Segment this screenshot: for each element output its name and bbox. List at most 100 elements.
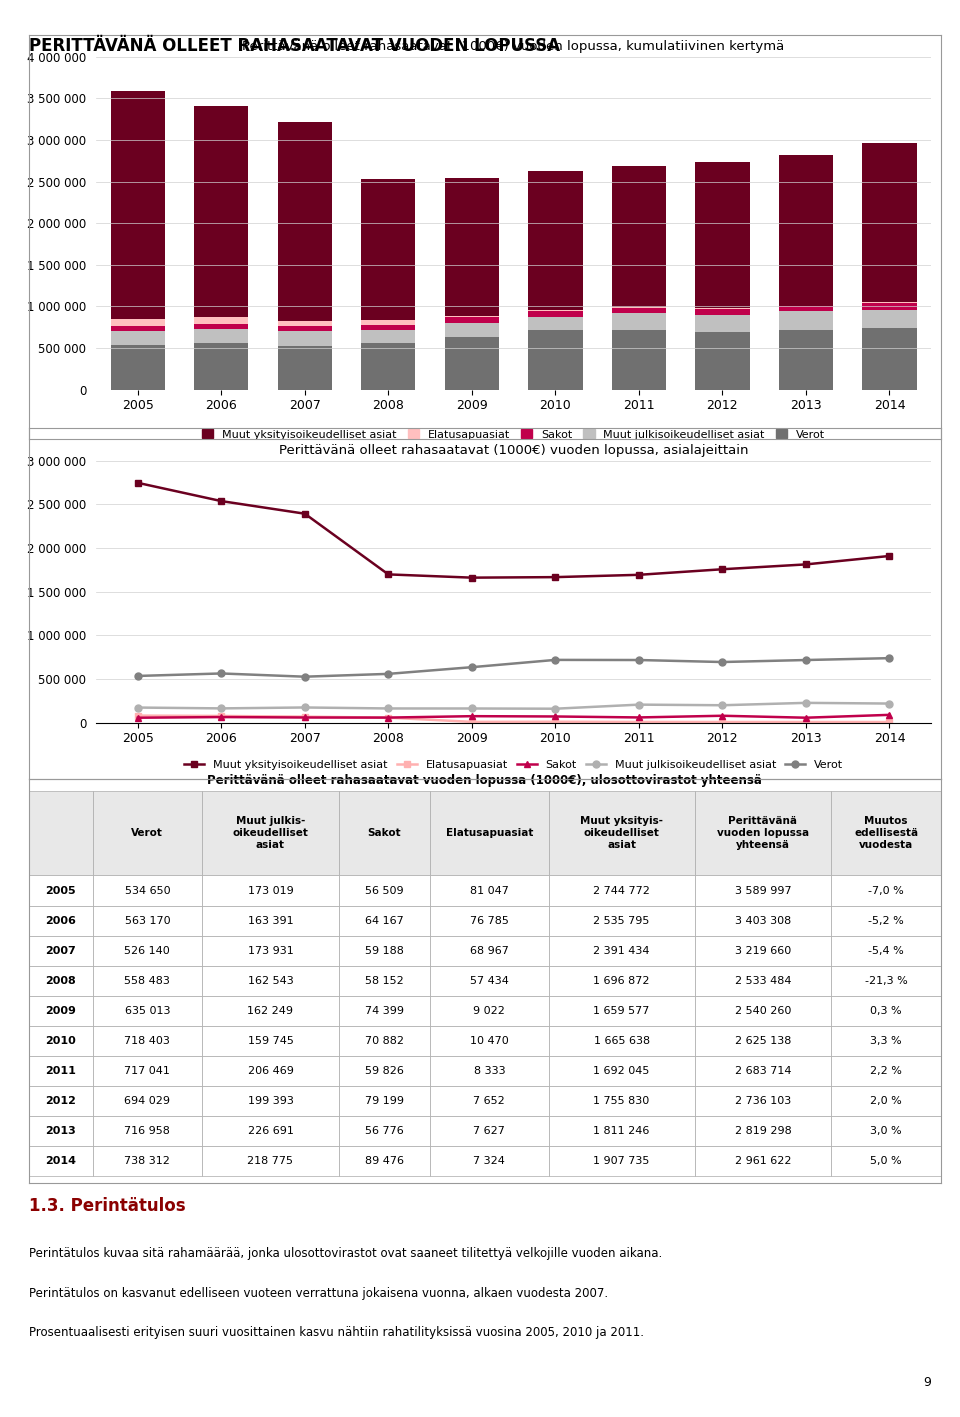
Bar	[612, 307, 666, 313]
Muut julkisoikeudelliset asiat	[883, 696, 895, 713]
Line: Sakot: Sakot	[134, 711, 893, 721]
Bar	[862, 329, 917, 390]
Text: PERITTÄVÄNÄ OLLEET RAHASAATAVAT VUODEN LOPUSSA: PERITTÄVÄNÄ OLLEET RAHASAATAVAT VUODEN L…	[29, 37, 560, 55]
Elatusapuasiat	[299, 708, 310, 726]
Verot	[299, 669, 310, 686]
Elatusapuasiat	[382, 708, 394, 726]
Text: Perintätulos on kasvanut edelliseen vuoteen verrattuna jokaisena vuonna, alkaen : Perintätulos on kasvanut edelliseen vuot…	[29, 1287, 608, 1299]
Sakot	[132, 710, 144, 727]
Bar	[528, 330, 583, 390]
Title: Perittävänä olleet rahasaatavat (1000€) vuoden lopussa, kumulatiivinen kertymä: Perittävänä olleet rahasaatavat (1000€) …	[243, 40, 784, 52]
Bar	[695, 162, 750, 307]
Text: Perintätulos kuvaa sitä rahamäärää, jonka ulosottovirastot ovat saaneet tilitett: Perintätulos kuvaa sitä rahamäärää, jonk…	[29, 1247, 662, 1260]
Text: Prosentuaalisesti erityisen suuri vuosittainen kasvu nähtiin rahatilityksissä vu: Prosentuaalisesti erityisen suuri vuosit…	[29, 1326, 644, 1339]
Line: Verot: Verot	[134, 655, 893, 680]
Bar	[695, 316, 750, 332]
Muut julkisoikeudelliset asiat	[634, 696, 645, 713]
Muut julkisoikeudelliset asiat	[467, 700, 478, 717]
Line: Muut julkisoikeudelliset asiat: Muut julkisoikeudelliset asiat	[134, 700, 893, 713]
Bar	[695, 309, 750, 316]
Text: 9: 9	[924, 1376, 931, 1389]
Bar	[194, 329, 249, 343]
Bar	[444, 317, 499, 323]
Sakot	[299, 708, 310, 726]
Verot	[382, 666, 394, 683]
Muut julkisoikeudelliset asiat	[716, 697, 728, 714]
Elatusapuasiat	[549, 713, 561, 730]
Bar	[779, 154, 833, 306]
Muut yksityisoikeudelliset asiat	[634, 567, 645, 584]
Muut yksityisoikeudelliset asiat	[215, 493, 227, 510]
Verot	[634, 652, 645, 669]
Line: Muut yksityisoikeudelliset asiat: Muut yksityisoikeudelliset asiat	[134, 479, 893, 581]
Bar	[779, 312, 833, 330]
Sakot	[382, 708, 394, 726]
Muut julkisoikeudelliset asiat	[299, 699, 310, 716]
Bar	[277, 320, 332, 326]
Muut yksityisoikeudelliset asiat	[382, 565, 394, 582]
Elatusapuasiat	[800, 714, 811, 731]
Elatusapuasiat	[883, 714, 895, 731]
Elatusapuasiat	[132, 707, 144, 724]
Legend: Muut yksityisoikeudelliset asiat, Elatusapuasiat, Sakot, Muut julkisoikeudellise: Muut yksityisoikeudelliset asiat, Elatus…	[198, 425, 829, 444]
Elatusapuasiat	[467, 713, 478, 730]
Muut yksityisoikeudelliset asiat	[800, 555, 811, 572]
Muut yksityisoikeudelliset asiat	[883, 547, 895, 564]
Muut yksityisoikeudelliset asiat	[716, 561, 728, 578]
Muut julkisoikeudelliset asiat	[132, 699, 144, 716]
Verot	[716, 653, 728, 670]
Bar	[361, 179, 416, 320]
Muut julkisoikeudelliset asiat	[215, 700, 227, 717]
Text: Perittävänä olleet rahasaatavat vuoden lopussa (1000€), ulosottovirastot yhteens: Perittävänä olleet rahasaatavat vuoden l…	[207, 774, 762, 786]
Sakot	[883, 706, 895, 723]
Verot	[800, 652, 811, 669]
Muut julkisoikeudelliset asiat	[800, 694, 811, 711]
Verot	[549, 652, 561, 669]
Bar	[361, 343, 416, 390]
Sakot	[800, 708, 811, 726]
Bar	[277, 326, 332, 332]
Bar	[444, 337, 499, 390]
Bar	[110, 346, 165, 390]
Bar	[862, 143, 917, 302]
Elatusapuasiat	[716, 714, 728, 731]
Bar	[528, 171, 583, 310]
Sakot	[215, 708, 227, 726]
Muut yksityisoikeudelliset asiat	[549, 568, 561, 585]
Sakot	[549, 708, 561, 726]
Sakot	[467, 707, 478, 724]
Title: Perittävänä olleet rahasaatavat (1000€) vuoden lopussa, asialajeittain: Perittävänä olleet rahasaatavat (1000€) …	[278, 444, 749, 456]
Elatusapuasiat	[215, 707, 227, 724]
Bar	[277, 122, 332, 320]
Bar	[612, 166, 666, 307]
Bar	[779, 330, 833, 390]
Muut yksityisoikeudelliset asiat	[467, 570, 478, 587]
Bar	[361, 330, 416, 343]
Bar	[862, 310, 917, 329]
Bar	[110, 326, 165, 330]
Verot	[467, 659, 478, 676]
Verot	[132, 667, 144, 684]
Bar	[528, 316, 583, 330]
Sakot	[716, 707, 728, 724]
Muut yksityisoikeudelliset asiat	[132, 475, 144, 492]
Bar	[612, 313, 666, 330]
Sakot	[634, 708, 645, 726]
Bar	[528, 310, 583, 316]
Bar	[444, 179, 499, 316]
Bar	[361, 320, 416, 324]
Elatusapuasiat	[634, 713, 645, 730]
Bar	[277, 332, 332, 346]
Bar	[779, 306, 833, 312]
Text: 1.3. Perintätulos: 1.3. Perintätulos	[29, 1197, 185, 1216]
Bar	[277, 346, 332, 390]
Legend: Muut yksityisoikeudelliset asiat, Elatusapuasiat, Sakot, Muut julkisoikeudellise: Muut yksityisoikeudelliset asiat, Elatus…	[180, 755, 848, 775]
Bar	[110, 330, 165, 346]
Bar	[194, 343, 249, 390]
Muut julkisoikeudelliset asiat	[549, 700, 561, 717]
Line: Elatusapuasiat: Elatusapuasiat	[134, 713, 893, 726]
Bar	[194, 324, 249, 329]
Verot	[215, 665, 227, 682]
Bar	[110, 91, 165, 319]
Bar	[110, 319, 165, 326]
